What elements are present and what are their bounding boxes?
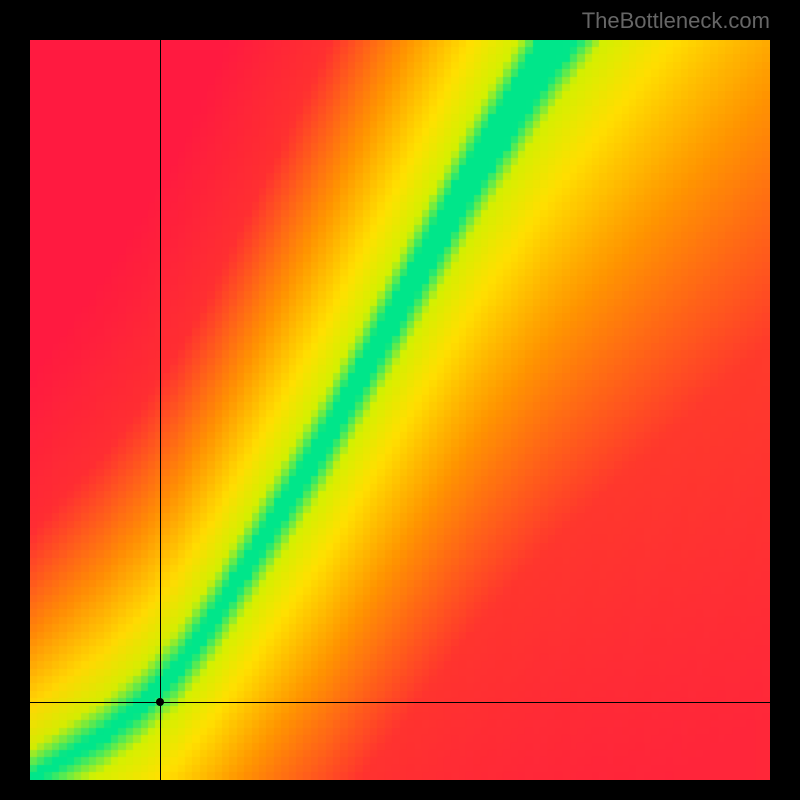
- bottleneck-heatmap: [30, 40, 770, 780]
- watermark-text: TheBottleneck.com: [582, 8, 770, 34]
- crosshair-horizontal-line: [30, 702, 770, 703]
- crosshair-vertical-line: [160, 40, 161, 780]
- crosshair-marker-dot: [156, 698, 164, 706]
